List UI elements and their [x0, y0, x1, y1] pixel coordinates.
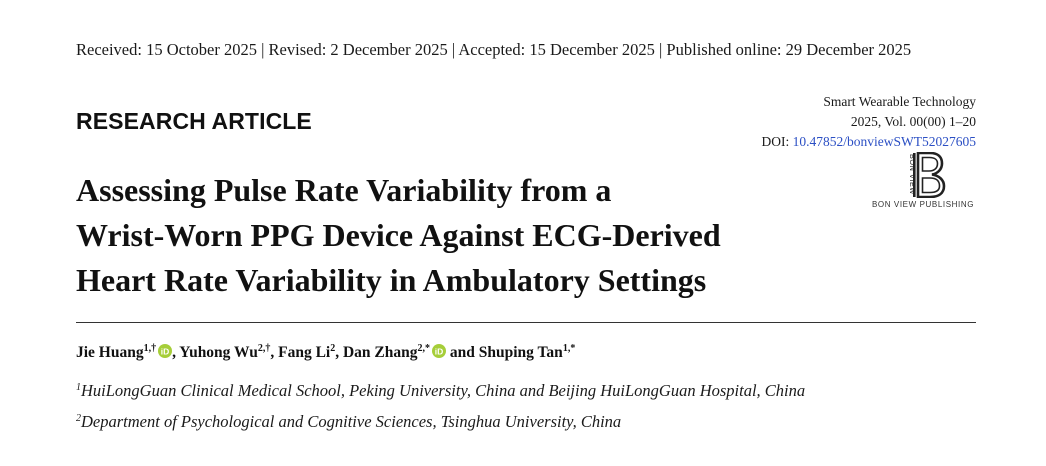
author-separator: ,: [270, 344, 279, 361]
author: Dan Zhang2,* iD and: [342, 343, 479, 362]
author-list: Jie Huang1,† iD, Yuhong Wu2,†, Fang Li2, …: [76, 344, 575, 362]
author-name: Shuping Tan: [478, 344, 563, 361]
author-name: Fang Li: [278, 344, 331, 361]
svg-text:iD: iD: [435, 346, 444, 356]
author: Yuhong Wu2,†,: [179, 343, 279, 362]
doi-label: DOI:: [761, 134, 793, 149]
orcid-icon[interactable]: iD: [432, 344, 447, 358]
author-name: Jie Huang: [76, 344, 144, 361]
journal-info: Smart Wearable Technology 2025, Vol. 00(…: [762, 92, 977, 152]
author: Jie Huang1,† iD,: [76, 343, 180, 362]
svg-text:iD: iD: [161, 346, 170, 356]
author-affiliation-marker: 2: [330, 343, 336, 354]
affiliation-number: 1: [76, 382, 81, 393]
author-affiliation-marker: 1,*: [562, 343, 576, 354]
affiliation: 1HuiLongGuan Clinical Medical School, Pe…: [76, 381, 805, 401]
journal-volume: 2025, Vol. 00(00) 1–20: [850, 114, 976, 129]
author-separator: ,: [172, 344, 180, 361]
doi-link[interactable]: 10.47852/bonviewSWT52027605: [792, 134, 976, 149]
journal-name: Smart Wearable Technology: [823, 94, 976, 109]
title-line: Assessing Pulse Rate Variability from a: [76, 172, 612, 208]
title-line: Heart Rate Variability in Ambulatory Set…: [76, 262, 707, 298]
title-divider: [76, 322, 976, 323]
author-name: Yuhong Wu: [179, 344, 258, 361]
author-name: Dan Zhang: [342, 344, 418, 361]
journal-doi: DOI: 10.47852/bonviewSWT52027605: [762, 132, 977, 152]
title-line: Wrist-Worn PPG Device Against ECG-Derive…: [76, 217, 721, 253]
publisher-name: BON VIEW PUBLISHING: [871, 200, 975, 209]
affiliation-text: HuiLongGuan Clinical Medical School, Pek…: [81, 381, 806, 400]
author-separator: ,: [335, 344, 343, 361]
author: Shuping Tan1,*: [478, 343, 576, 362]
author-affiliation-marker: 2,*: [417, 343, 431, 354]
affiliation-number: 2: [76, 413, 81, 424]
author-affiliation-marker: 2,†: [257, 343, 271, 354]
bon-view-logo-icon: BON VIEW: [908, 152, 946, 198]
affiliation: 2Department of Psychological and Cogniti…: [76, 412, 621, 432]
affiliation-text: Department of Psychological and Cognitiv…: [81, 412, 622, 431]
orcid-icon[interactable]: iD: [158, 344, 173, 358]
author-separator: and: [446, 344, 479, 361]
article-title: Assessing Pulse Rate Variability from a …: [76, 168, 836, 303]
publication-dates: Received: 15 October 2025 | Revised: 2 D…: [76, 40, 912, 59]
author: Fang Li2,: [278, 343, 343, 362]
author-affiliation-marker: 1,†: [143, 343, 157, 354]
publisher-logo: BON VIEW BON VIEW PUBLISHING: [868, 152, 978, 214]
logo-text: BON VIEW: [908, 154, 917, 195]
article-type-label: RESEARCH ARTICLE: [76, 108, 312, 134]
